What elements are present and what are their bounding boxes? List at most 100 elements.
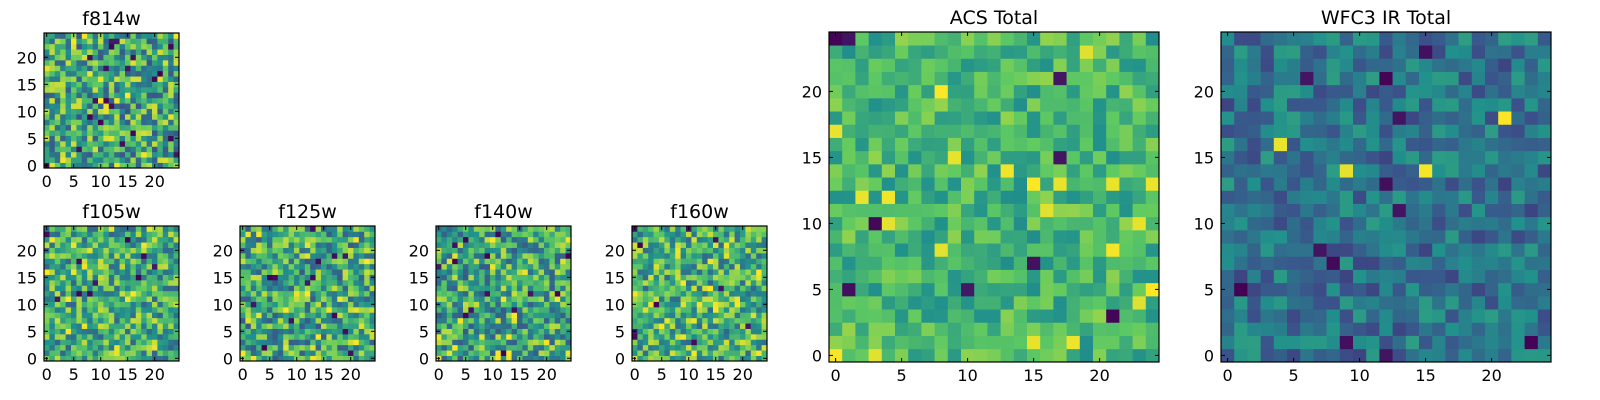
heatmap-cell <box>745 263 752 270</box>
heatmap-cell <box>60 65 66 72</box>
heatmap-cell <box>103 269 110 275</box>
heatmap-cell <box>522 231 529 238</box>
heatmap-cell <box>103 226 110 232</box>
heatmap-cell <box>162 97 169 104</box>
heatmap-cell <box>44 350 50 356</box>
heatmap-cell <box>135 162 142 169</box>
heatmap-cell <box>868 71 883 86</box>
heatmap-cell <box>321 296 327 302</box>
heatmap-cell <box>707 350 714 356</box>
heatmap-cell <box>446 242 453 248</box>
heatmap-cell <box>353 323 360 329</box>
heatmap-cell <box>686 285 692 292</box>
heatmap-cell <box>506 231 512 238</box>
heatmap-cell <box>441 242 448 248</box>
heatmap-cell <box>713 247 719 254</box>
heatmap-cell <box>664 253 671 259</box>
heatmap-cell <box>108 157 115 163</box>
heatmap-cell <box>272 290 279 297</box>
heatmap-cell <box>119 242 126 248</box>
heatmap-cell <box>130 269 137 275</box>
heatmap-cell <box>1458 71 1473 86</box>
heatmap-cell <box>441 334 448 340</box>
heatmap-cell <box>49 135 56 142</box>
heatmap-cell <box>49 151 56 158</box>
axes-frame <box>43 225 180 362</box>
heatmap-cell <box>1132 164 1147 178</box>
heatmap-cell <box>250 334 257 340</box>
heatmap-cell <box>1537 71 1552 86</box>
heatmap-cell <box>267 258 273 265</box>
heatmap-cell <box>468 253 475 259</box>
heatmap-cell <box>1040 111 1054 125</box>
heatmap-cell <box>756 226 762 232</box>
heatmap-cell <box>637 323 644 329</box>
heatmap-cell <box>135 307 142 313</box>
heatmap-cell <box>446 247 453 254</box>
heatmap-cell <box>1040 203 1054 218</box>
heatmap-cell <box>921 256 935 270</box>
heatmap-cell <box>842 243 856 257</box>
heatmap-cell <box>49 242 56 248</box>
heatmap-cell <box>168 312 174 319</box>
heatmap-cell <box>146 124 153 131</box>
heatmap-cell <box>1106 230 1120 244</box>
heatmap-cell <box>696 334 703 340</box>
heatmap-cell <box>560 285 566 292</box>
heatmap-cell <box>256 242 262 248</box>
heatmap-cell <box>108 328 115 335</box>
heatmap-cell <box>168 130 174 136</box>
heatmap-cell <box>60 258 66 265</box>
heatmap-cell <box>1132 111 1147 125</box>
heatmap-cell <box>452 274 458 281</box>
heatmap-cell <box>842 309 856 323</box>
heatmap-cell <box>87 108 93 115</box>
heatmap-cell <box>734 355 741 362</box>
heatmap-cell <box>1392 164 1407 178</box>
heatmap-cell <box>1000 71 1015 86</box>
heatmap-cell <box>1498 164 1512 178</box>
heatmap-cell <box>1145 164 1160 178</box>
heatmap-cell <box>1511 296 1525 310</box>
heatmap-cell <box>500 269 507 275</box>
heatmap-cell <box>554 242 561 248</box>
heatmap-cell <box>1392 58 1407 72</box>
heatmap-cell <box>538 253 545 259</box>
heatmap-cell <box>1093 243 1107 257</box>
heatmap-cell <box>1524 71 1539 86</box>
heatmap-cell <box>130 350 137 356</box>
heatmap-cell <box>452 339 458 346</box>
heatmap-cell <box>740 247 746 254</box>
x-tick-label: 0 <box>831 366 841 385</box>
heatmap-cell <box>92 339 99 346</box>
heatmap-cell <box>664 269 671 275</box>
heatmap-cell <box>729 231 735 238</box>
heatmap-cell <box>103 141 110 147</box>
heatmap-cell <box>103 108 110 115</box>
heatmap-cell <box>60 108 66 115</box>
heatmap-cell <box>729 307 735 313</box>
heatmap-cell <box>707 355 714 362</box>
heatmap-cell <box>1221 137 1235 152</box>
x-tick-label: 10 <box>1349 366 1369 385</box>
heatmap-cells <box>240 226 376 362</box>
heatmap-cell <box>60 253 66 259</box>
heatmap-cell <box>740 323 746 329</box>
heatmap-cell <box>173 344 180 351</box>
heatmap-cell <box>348 263 354 270</box>
heatmap-cell <box>130 38 137 45</box>
heatmap-cell <box>54 97 61 104</box>
heatmap-cell <box>162 317 169 324</box>
heatmap-cell <box>495 285 502 292</box>
heatmap-cell <box>272 269 279 275</box>
heatmap-cell <box>740 350 746 356</box>
heatmap-cell <box>734 334 741 340</box>
heatmap-cell <box>637 258 644 265</box>
heatmap-cell <box>65 253 72 259</box>
heatmap-cell <box>517 269 523 275</box>
heatmap-cell <box>114 263 120 270</box>
heatmap-cell <box>1247 111 1261 125</box>
heatmap-cell <box>288 339 295 346</box>
heatmap-cell <box>130 253 137 259</box>
heatmap-cell <box>272 296 279 302</box>
